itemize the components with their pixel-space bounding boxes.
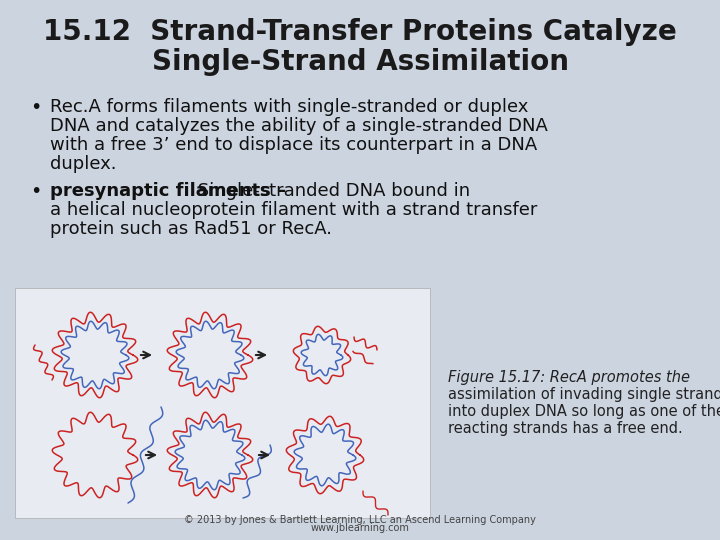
Text: duplex.: duplex.: [50, 155, 117, 173]
Text: •: •: [30, 98, 41, 117]
Text: Rec.A forms filaments with single-stranded or duplex: Rec.A forms filaments with single-strand…: [50, 98, 528, 116]
Text: a helical nucleoprotein filament with a strand transfer: a helical nucleoprotein filament with a …: [50, 201, 537, 219]
Text: with a free 3’ end to displace its counterpart in a DNA: with a free 3’ end to displace its count…: [50, 136, 537, 154]
Text: Single-Strand Assimilation: Single-Strand Assimilation: [151, 48, 569, 76]
Text: © 2013 by Jones & Bartlett Learning, LLC an Ascend Learning Company: © 2013 by Jones & Bartlett Learning, LLC…: [184, 515, 536, 525]
Text: assimilation of invading single strands: assimilation of invading single strands: [448, 387, 720, 402]
Text: protein such as Rad51 or RecA.: protein such as Rad51 or RecA.: [50, 220, 332, 238]
Text: 15.12  Strand-Transfer Proteins Catalyze: 15.12 Strand-Transfer Proteins Catalyze: [43, 18, 677, 46]
Text: reacting strands has a free end.: reacting strands has a free end.: [448, 421, 683, 436]
Text: into duplex DNA so long as one of the: into duplex DNA so long as one of the: [448, 404, 720, 419]
Text: •: •: [30, 182, 41, 201]
Text: Single-stranded DNA bound in: Single-stranded DNA bound in: [192, 182, 470, 200]
Bar: [15, 288, 430, 518]
Text: DNA and catalyzes the ability of a single-stranded DNA: DNA and catalyzes the ability of a singl…: [50, 117, 548, 135]
Text: www.jblearning.com: www.jblearning.com: [310, 523, 410, 533]
Text: Figure 15.17: RecA promotes the: Figure 15.17: RecA promotes the: [448, 370, 690, 385]
Text: presynaptic filaments –: presynaptic filaments –: [50, 182, 286, 200]
